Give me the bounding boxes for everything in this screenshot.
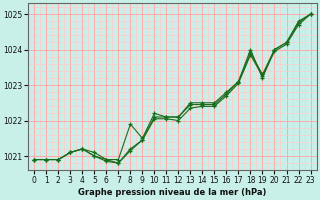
X-axis label: Graphe pression niveau de la mer (hPa): Graphe pression niveau de la mer (hPa) [78,188,267,197]
